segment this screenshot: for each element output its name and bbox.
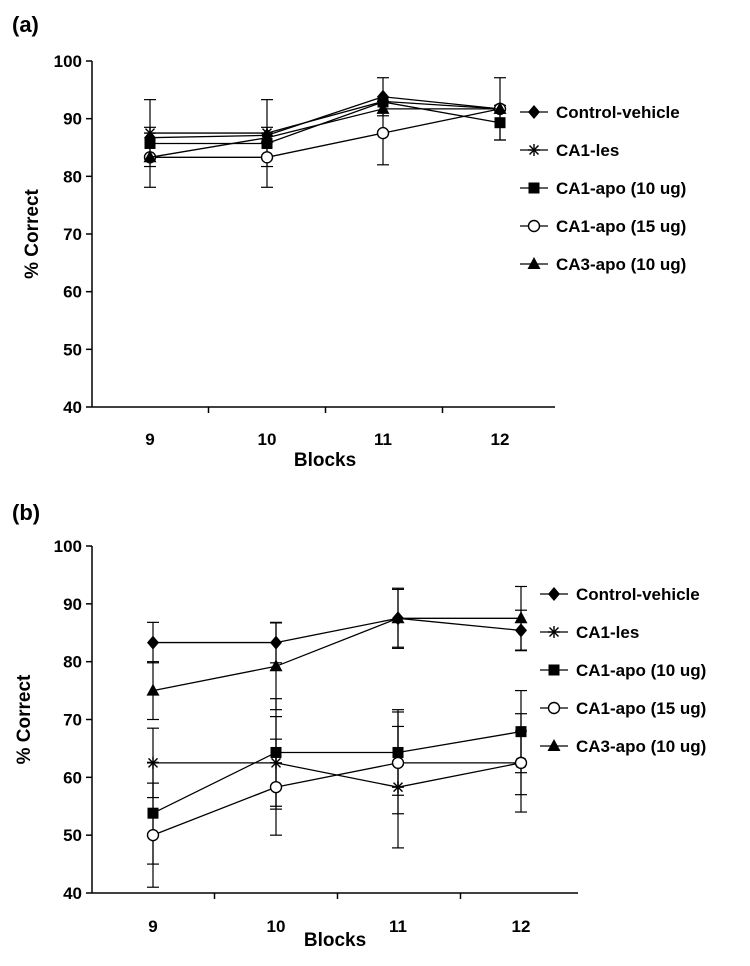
panel-b-y-tick-label: 70 xyxy=(63,711,82,730)
panel-a-legend-item: CA1-apo (10 ug) xyxy=(520,179,686,198)
panel-b-point xyxy=(269,659,283,672)
panel-a-y-tick-label: 70 xyxy=(63,225,82,244)
panel-b-legend-marker xyxy=(548,587,560,601)
panel-a-point xyxy=(494,117,506,129)
panel-b-point xyxy=(391,611,405,624)
panel-a-y-tick-label: 40 xyxy=(63,398,82,417)
panel-b-series-line xyxy=(152,731,522,814)
panel-b-series-1 xyxy=(147,713,527,849)
panel-b-legend-label: CA1-les xyxy=(576,623,639,642)
panel-b-legend: Control-vehicle CA1-les CA1-apo (10 ug) CA1… xyxy=(540,585,706,756)
panel-b-legend-marker xyxy=(548,626,560,638)
panel-a-legend-marker-d2 xyxy=(529,145,539,155)
panel-a-legend-label: CA1-apo (15 ug) xyxy=(556,217,686,236)
panel-a-x-tick-label: 12 xyxy=(491,430,510,449)
panel-a-x-tick-label: 11 xyxy=(374,430,392,449)
panel-b-x-tick-label: 10 xyxy=(267,917,286,936)
panel-a-point xyxy=(493,101,507,114)
panel-b-series-0 xyxy=(147,587,527,664)
panel-b-point xyxy=(147,635,159,650)
panel-b-label: (b) xyxy=(12,500,40,525)
panel-a-legend-item: CA1-les xyxy=(520,141,619,160)
panel-a-x-tick-label: 9 xyxy=(145,430,154,449)
panel-a-legend: Control-vehicle CA1-les CA1-apo (10 ug) CA1… xyxy=(520,103,686,274)
panel-a-legend-label: CA1-les xyxy=(556,141,619,160)
panel-a-series-line xyxy=(149,108,500,158)
panel-b-legend-item: CA1-apo (15 ug) xyxy=(540,699,706,718)
panel-b-point xyxy=(514,611,528,624)
panel-b-y-tick-label: 50 xyxy=(63,826,82,845)
panel-a-point xyxy=(260,151,274,164)
panel-a-series-line xyxy=(150,100,501,134)
panel-b-legend-marker xyxy=(547,739,561,751)
panel-a-y-tick-label: 100 xyxy=(54,52,82,71)
panel-b-x-tick-label: 11 xyxy=(389,917,407,936)
panel-b-series-line xyxy=(152,617,521,692)
panel-a-point xyxy=(260,130,274,143)
panel-a-legend-marker xyxy=(528,182,540,194)
panel-b-y-tick-label: 90 xyxy=(63,595,82,614)
panel-a-y-axis-title: % Correct xyxy=(22,188,43,278)
panel-a-legend-item: Control-vehicle xyxy=(520,103,680,122)
panel-a-point xyxy=(376,126,390,140)
panel-a-legend-label: Control-vehicle xyxy=(556,103,680,122)
panel-b-legend-item: Control-vehicle xyxy=(540,585,700,604)
panel-a-y-tick-label: 90 xyxy=(63,110,82,129)
panel-b-point xyxy=(391,756,405,770)
panel-b-x-axis-title: Blocks xyxy=(304,930,366,951)
panel-b-series-line xyxy=(153,617,522,644)
panel-b-legend-marker xyxy=(548,664,560,676)
panel-a-legend-item: CA1-apo (15 ug) xyxy=(520,217,686,236)
panel-b-point xyxy=(514,756,528,770)
panel-b-legend-item: CA1-les xyxy=(540,623,639,642)
panel-a-series-line xyxy=(149,96,501,139)
panel-b-legend-label: Control-vehicle xyxy=(576,585,700,604)
panel-b-y-axis-title: % Correct xyxy=(14,674,35,764)
panel-b-series-4 xyxy=(146,585,528,721)
panel-a-legend-label: CA3-apo (10 ug) xyxy=(556,255,686,274)
panel-a-legend-marker xyxy=(527,219,541,233)
panel-b-legend-marker-d2 xyxy=(549,627,559,637)
panel-a-x-axis-title: Blocks xyxy=(294,450,356,471)
panel-b-series-3 xyxy=(146,711,528,888)
panel-a-series-4 xyxy=(143,101,507,163)
panel-b: (b) 40 50 60 70 80 90 100 9 10 11 12 Blocks % Correct… xyxy=(12,500,706,951)
panel-b-legend-item: CA1-apo (10 ug) xyxy=(540,661,706,680)
panel-b-x-tick-label: 12 xyxy=(512,917,531,936)
panel-b-y-tick-label: 80 xyxy=(63,653,82,672)
panel-b-y-tick-label: 100 xyxy=(54,537,82,556)
panel-b-point xyxy=(146,683,160,696)
panel-a-point xyxy=(376,101,390,114)
panel-a-y-tick-label: 50 xyxy=(63,340,82,359)
panel-a-series-line xyxy=(150,108,501,158)
panel-a-legend-marker xyxy=(527,257,541,269)
panel-a-series-0 xyxy=(144,77,506,145)
panel-a-y-tick-label: 60 xyxy=(63,283,82,302)
panel-b-legend-label: CA1-apo (15 ug) xyxy=(576,699,706,718)
panel-a-point xyxy=(143,150,157,163)
panel-a-y-tick-label: 80 xyxy=(63,167,82,186)
panel-a-legend-marker xyxy=(528,105,540,119)
panel-a-legend-marker xyxy=(528,144,540,156)
panel-b-point xyxy=(269,780,283,794)
panel-b-legend-label: CA1-apo (10 ug) xyxy=(576,661,706,680)
panel-b-y-tick-label: 40 xyxy=(63,884,82,903)
panel-a-legend-item: CA3-apo (10 ug) xyxy=(520,255,686,274)
panel-b-x-tick-label: 9 xyxy=(148,917,157,936)
panel-b-series-2 xyxy=(147,689,527,865)
panel-b-series-line xyxy=(152,762,521,836)
panel-b-y-tick-label: 60 xyxy=(63,768,82,787)
panel-b-legend-item: CA3-apo (10 ug) xyxy=(540,737,706,756)
panel-b-point xyxy=(146,828,160,842)
panel-a-label: (a) xyxy=(12,12,39,37)
panel-a: (a) 40 50 60 70 80 90 100 9 10 11 12 Blocks % Correct… xyxy=(12,12,686,471)
panel-b-legend-marker xyxy=(547,701,561,715)
panel-b-legend-label: CA3-apo (10 ug) xyxy=(576,737,706,756)
panel-a-x-tick-label: 10 xyxy=(258,430,277,449)
panel-a-legend-label: CA1-apo (10 ug) xyxy=(556,179,686,198)
